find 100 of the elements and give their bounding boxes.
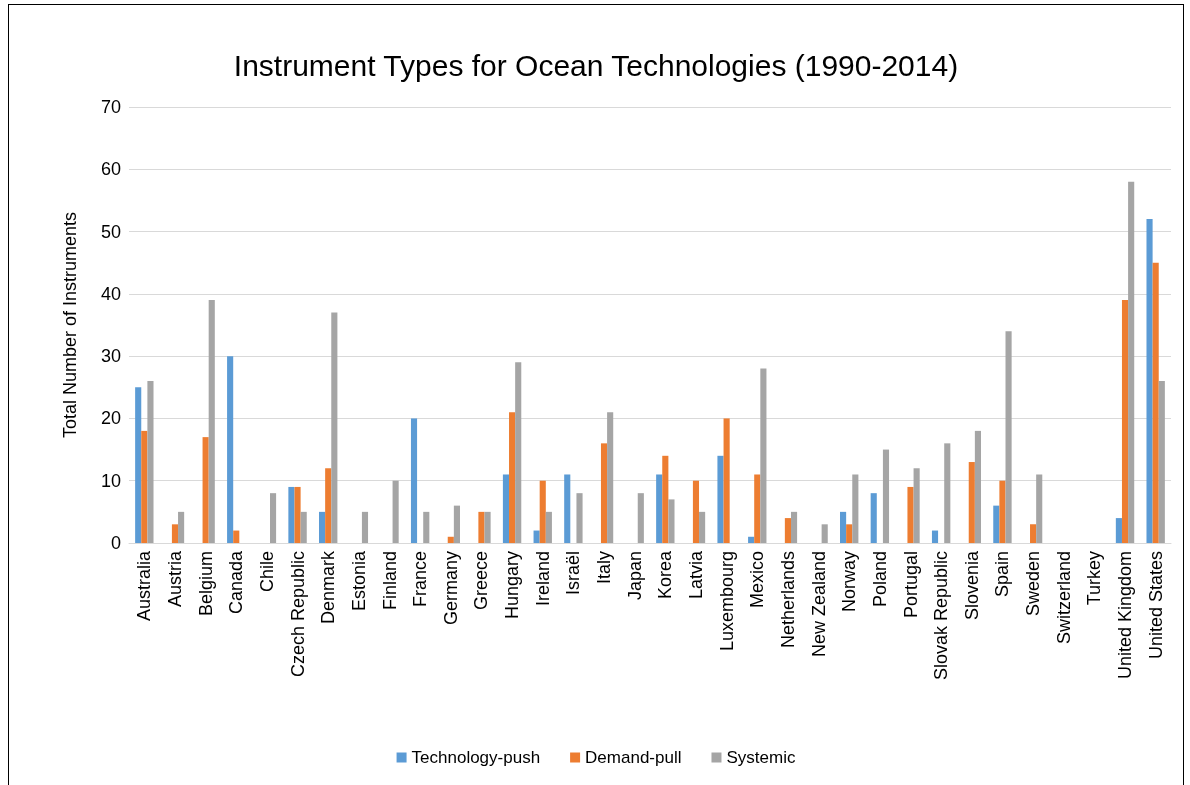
x-tick-label: Italy [594, 551, 615, 585]
x-tick-label: Korea [655, 550, 676, 600]
x-tick-label: Estonia [348, 550, 369, 612]
bar [269, 493, 277, 543]
bar [576, 493, 583, 543]
bar [410, 418, 418, 543]
bar [1158, 381, 1165, 543]
x-tick-label: United States [1145, 551, 1166, 660]
bar [999, 480, 1006, 543]
bar [423, 511, 430, 543]
bar [748, 536, 755, 543]
bar [760, 368, 767, 543]
bar [1146, 219, 1153, 543]
x-tick-label: Austria [164, 550, 185, 608]
y-tick-label: 10 [100, 470, 121, 491]
bar [564, 474, 571, 543]
x-tick-label: France [410, 551, 431, 608]
bar [478, 511, 485, 543]
legend-label: Systemic [726, 748, 796, 767]
bar [993, 505, 1000, 543]
bar [147, 381, 154, 543]
bar [171, 524, 179, 543]
bar [1030, 524, 1037, 543]
bar [178, 511, 185, 543]
bar [202, 437, 209, 543]
legend-label: Demand-pull [585, 748, 682, 767]
x-tick-label: Chile [256, 551, 277, 593]
bar [784, 518, 791, 543]
bar [361, 511, 369, 543]
x-tick-label: Canada [226, 550, 247, 615]
x-tick-label: Switzerland [1053, 551, 1074, 645]
bar [484, 511, 491, 543]
bar [1121, 300, 1129, 543]
bar [717, 455, 724, 543]
bar [1128, 181, 1135, 543]
bar [453, 505, 460, 543]
bar [668, 499, 675, 543]
x-tick-label: Czech Republic [287, 551, 308, 678]
bar [288, 486, 295, 543]
x-tick-label: Portugal [900, 551, 921, 619]
bar [723, 418, 730, 543]
x-tick-label: Latvia [685, 550, 706, 600]
y-tick-label: 50 [100, 221, 121, 242]
y-tick-label: 0 [110, 533, 121, 553]
x-tick-label: Turkey [1084, 551, 1105, 606]
y-tick-label: 60 [100, 159, 121, 180]
y-tick-label: 20 [100, 408, 121, 429]
x-tick-label: Ireland [532, 551, 553, 607]
bar [447, 536, 454, 543]
bar [208, 300, 215, 543]
bar [637, 493, 644, 543]
x-tick-label: Belgium [195, 551, 216, 617]
bar [1036, 474, 1043, 543]
bar [840, 511, 847, 543]
x-tick-label: Finland [379, 551, 400, 611]
x-tick-label: Slovak Republic [931, 551, 952, 681]
x-tick-label: Poland [869, 551, 890, 608]
bar [141, 430, 148, 543]
bar [233, 530, 240, 543]
bar [300, 511, 307, 543]
bar [821, 524, 828, 543]
x-tick-label: Spain [992, 551, 1013, 598]
x-tick-label: Slovenia [961, 550, 982, 621]
y-axis-title: Total Number of Instruments [60, 211, 80, 439]
bar [135, 387, 142, 543]
bar [325, 468, 332, 543]
bar [319, 511, 326, 543]
bar [944, 443, 951, 543]
x-tick-label: Norway [839, 551, 860, 613]
bar [294, 486, 301, 543]
bar [846, 524, 853, 543]
bar [754, 474, 761, 543]
bar [392, 480, 399, 543]
y-tick-label: 30 [100, 346, 121, 367]
bar [913, 468, 920, 543]
x-tick-label: Mexico [747, 551, 768, 609]
x-tick-label: Luxembourg [716, 551, 737, 652]
bar [600, 443, 608, 543]
bar [545, 511, 552, 543]
bar [907, 486, 914, 543]
y-tick-label: 40 [100, 283, 121, 304]
bar [515, 362, 522, 543]
bar [607, 412, 614, 543]
bar [509, 412, 516, 543]
bar [882, 449, 890, 543]
x-tick-label: Greece [471, 551, 492, 611]
bar [662, 455, 669, 543]
bar [502, 474, 510, 543]
bar [1152, 262, 1159, 543]
bar [870, 493, 877, 543]
bar [974, 430, 981, 543]
x-tick-label: Japan [624, 551, 645, 601]
x-tick-label: Netherlands [777, 551, 798, 649]
chart-title: Instrument Types for Ocean Technologies (1990-2014) [233, 48, 959, 82]
bar [968, 462, 975, 543]
legend-label: Technology-push [411, 748, 541, 767]
x-tick-label: Sweden [1023, 551, 1044, 617]
x-tick-label: Australia [134, 550, 155, 622]
x-tick-label: Germany [440, 551, 461, 626]
bar [931, 530, 939, 543]
